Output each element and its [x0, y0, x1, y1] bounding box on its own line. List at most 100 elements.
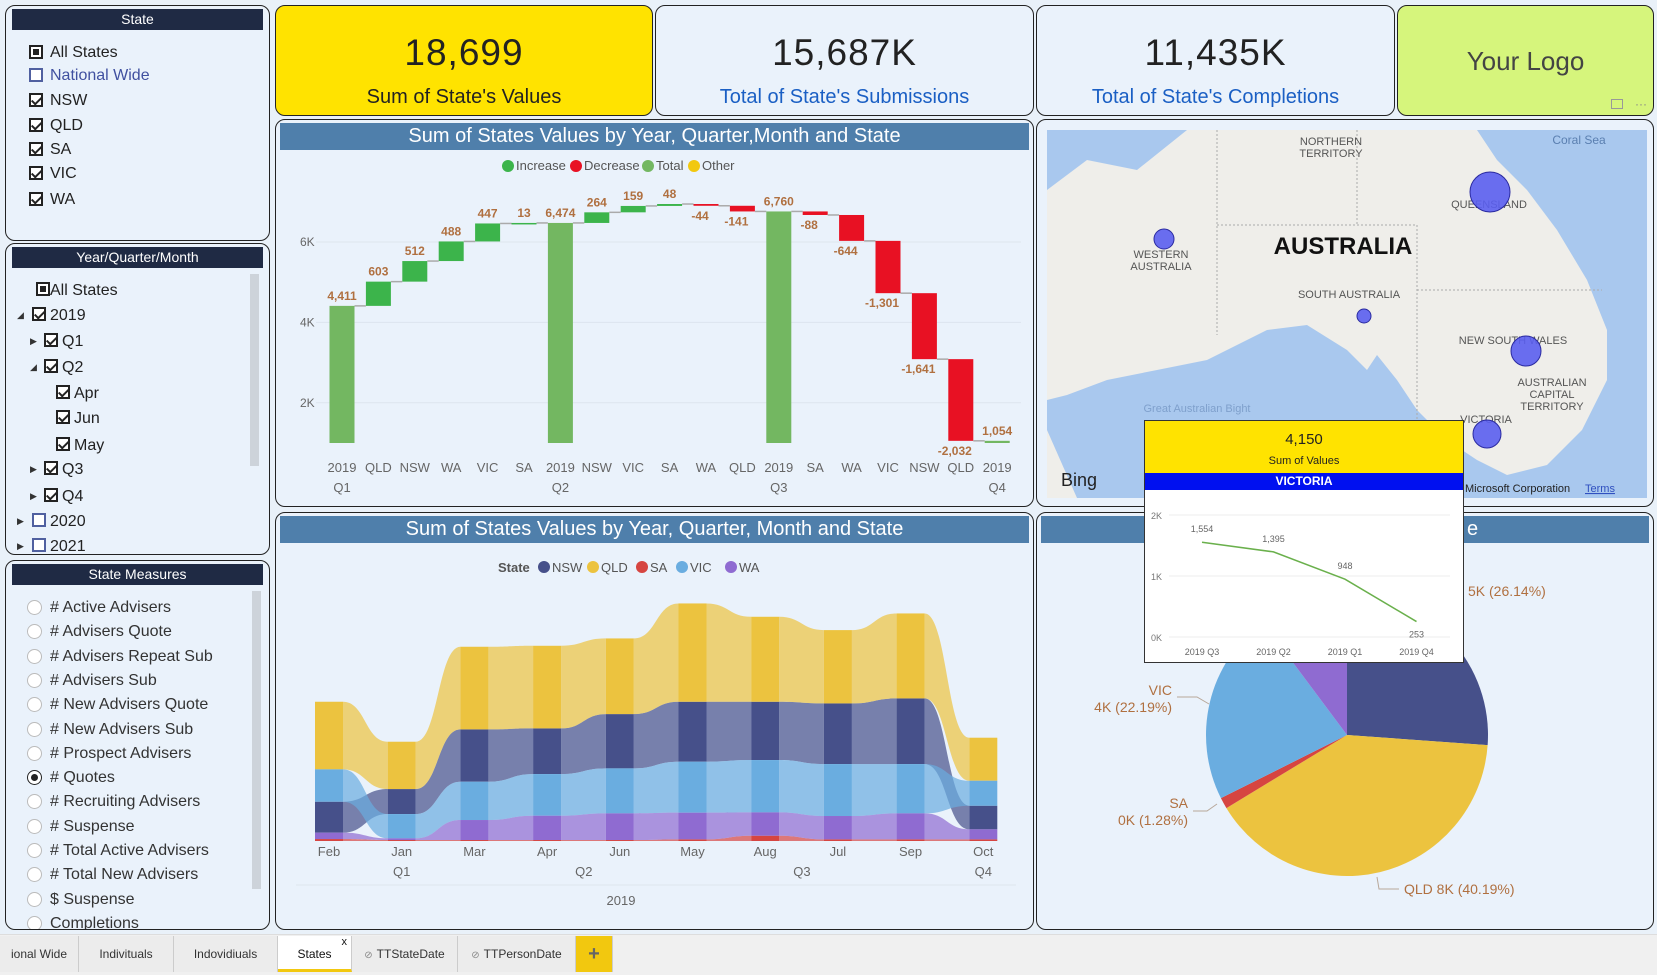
terms-link[interactable]: Terms [1585, 483, 1615, 495]
column-nsw[interactable] [387, 789, 416, 815]
ribbon-vic[interactable] [779, 760, 824, 817]
ribbon-sa[interactable] [924, 839, 970, 841]
ribbon-qld[interactable] [415, 646, 461, 790]
column-nsw[interactable] [533, 728, 562, 775]
ribbon-sa[interactable] [706, 835, 752, 841]
slicer-item-all-states[interactable]: All States [6, 43, 246, 63]
ribbon-sa[interactable] [561, 840, 606, 841]
ribbon-nsw[interactable] [779, 701, 824, 765]
ribbon-qld[interactable] [779, 616, 824, 704]
column-wa[interactable] [315, 832, 343, 840]
column-sa[interactable] [678, 839, 707, 841]
ribbon-qld[interactable] [488, 645, 534, 730]
column-vic[interactable] [387, 814, 416, 839]
ribbon-wa[interactable] [561, 813, 606, 841]
bubble-vic[interactable] [1472, 419, 1502, 449]
date-item-all-states[interactable]: All States [6, 280, 241, 302]
column-sa[interactable] [315, 839, 343, 841]
column-wa[interactable] [678, 812, 707, 840]
column-sa[interactable] [387, 840, 416, 841]
column-qld[interactable] [533, 645, 562, 729]
ribbon-sa[interactable] [343, 839, 388, 841]
slicer-item-wa[interactable]: WA [6, 190, 246, 210]
checkbox[interactable] [29, 45, 43, 59]
ribbon-qld[interactable] [706, 603, 752, 702]
bubble-sa[interactable] [1356, 308, 1372, 324]
waterfall-bar[interactable] [329, 305, 355, 443]
radio-button[interactable] [27, 770, 42, 786]
radio-button[interactable] [27, 721, 42, 737]
ribbon-sa[interactable] [488, 840, 534, 841]
ribbon-nsw[interactable] [851, 698, 897, 765]
column-qld[interactable] [823, 630, 852, 704]
column-vic[interactable] [460, 781, 489, 821]
radio-button[interactable] [27, 697, 42, 713]
slicer-item-sa[interactable]: SA [6, 140, 246, 160]
radio-button[interactable] [27, 648, 42, 664]
date-item-2019[interactable]: ◢ 2019 [6, 305, 241, 327]
column-sa[interactable] [969, 839, 998, 841]
measure-item[interactable]: # Total New Advisers [6, 864, 244, 886]
checkbox[interactable] [56, 410, 70, 424]
radio-button[interactable] [27, 915, 42, 929]
radio-button[interactable] [27, 745, 42, 761]
column-sa[interactable] [751, 835, 780, 841]
column-vic[interactable] [605, 768, 634, 814]
column-sa[interactable] [533, 840, 562, 841]
pie-slice-qld[interactable] [1226, 735, 1488, 876]
ribbon-wa[interactable] [851, 813, 897, 840]
checkbox[interactable] [44, 488, 58, 502]
waterfall-bar[interactable] [547, 222, 573, 443]
slicer-item-nsw[interactable]: NSW [6, 91, 246, 111]
ribbon-vic[interactable] [343, 769, 388, 839]
checkbox[interactable] [29, 166, 43, 180]
waterfall-bar[interactable] [984, 440, 1010, 443]
tab-indovidiuals[interactable]: Indovidiuals [174, 936, 278, 972]
column-wa[interactable] [896, 813, 925, 840]
checkbox[interactable] [29, 93, 43, 107]
waterfall-bar[interactable] [729, 205, 755, 212]
column-vic[interactable] [969, 780, 998, 806]
waterfall-bar[interactable] [402, 261, 428, 282]
bubble-wa[interactable] [1153, 228, 1175, 250]
bubble-qld[interactable] [1469, 171, 1511, 213]
column-vic[interactable] [533, 774, 562, 816]
legend-item-increase[interactable]: Increase [502, 158, 566, 173]
ribbon-nsw[interactable] [561, 714, 606, 775]
measure-item[interactable]: # Advisers Sub [6, 670, 244, 692]
expand-arrow-icon[interactable]: ◢ [30, 362, 37, 372]
waterfall-bar[interactable] [693, 204, 719, 206]
date-item-q2[interactable]: ◢ Q2 [6, 357, 241, 379]
expand-arrow-icon[interactable]: ▶ [30, 464, 37, 474]
column-nsw[interactable] [751, 701, 780, 761]
column-sa[interactable] [823, 839, 852, 841]
ribbon-qld[interactable] [343, 701, 388, 790]
column-qld[interactable] [315, 701, 343, 770]
legend-item-nsw[interactable]: NSW [538, 560, 583, 575]
date-item-may[interactable]: May [6, 435, 241, 457]
waterfall-bar[interactable] [365, 281, 391, 306]
column-nsw[interactable] [896, 698, 925, 765]
waterfall-bar[interactable] [766, 211, 792, 443]
tab-ttpersondate[interactable]: ⊘ TTPersonDate [458, 936, 576, 972]
column-nsw[interactable] [605, 714, 634, 769]
legend-item-other[interactable]: Other [688, 158, 735, 173]
ribbon-sa[interactable] [851, 839, 897, 841]
legend-item-total[interactable]: Total [642, 158, 684, 173]
column-vic[interactable] [315, 769, 343, 802]
legend-item-sa[interactable]: SA [636, 560, 668, 575]
ribbon-wa[interactable] [779, 812, 824, 840]
waterfall-bar[interactable] [802, 211, 828, 215]
ribbon-qld[interactable] [924, 613, 970, 781]
ribbon-qld[interactable] [633, 603, 679, 715]
checkbox[interactable] [32, 307, 46, 321]
ribbon-sa[interactable] [633, 839, 679, 841]
column-wa[interactable] [751, 812, 780, 836]
ribbon-vic[interactable] [633, 761, 679, 814]
checkbox[interactable] [36, 282, 50, 296]
radio-button[interactable] [27, 891, 42, 907]
expand-arrow-icon[interactable]: ▶ [30, 491, 37, 501]
legend-item-qld[interactable]: QLD [587, 560, 628, 575]
measure-item[interactable]: # Total Active Advisers [6, 840, 244, 862]
ribbon-nsw[interactable] [633, 701, 679, 769]
